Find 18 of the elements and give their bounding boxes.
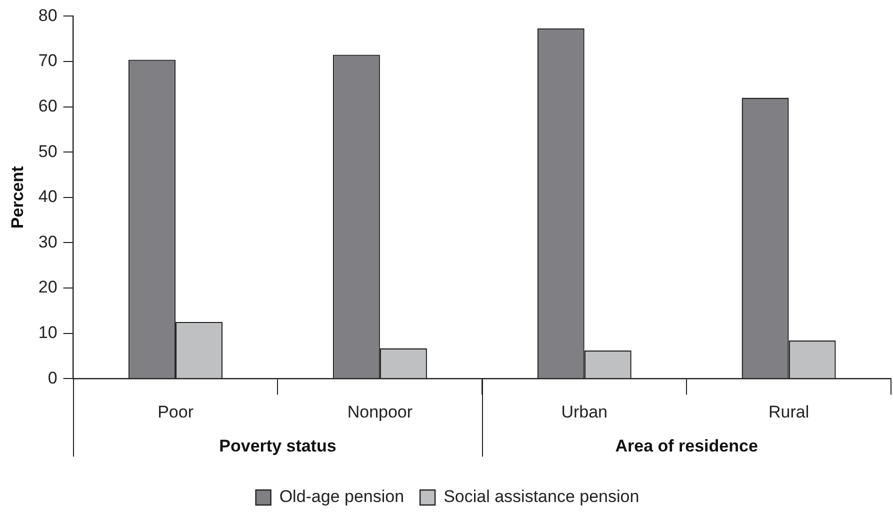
y-tick-label: 20 [38,278,58,297]
x-tick-label: Nonpoor [347,402,413,422]
text: Area of residence [615,436,758,456]
y-tick-label: 0 [48,368,58,388]
legend-label: Social assistance pension [444,487,640,506]
y-tick-label: 50 [38,142,58,161]
legend-label: Old-age pension [279,487,404,506]
x-tick-label: Urban [561,402,608,422]
y-tick-label: 60 [38,96,58,116]
x-tick-label: Poor [158,402,194,422]
y-axis-title: Percent [8,166,27,229]
y-tick-label: 80 [38,6,58,25]
y-tick-label: 40 [38,187,58,206]
y-tick-label: 30 [38,232,58,252]
y-tick-label: 10 [38,322,58,342]
text: Poverty status [219,436,336,456]
x-tick-label: Rural [768,402,810,422]
y-tick-label: 70 [38,51,58,70]
